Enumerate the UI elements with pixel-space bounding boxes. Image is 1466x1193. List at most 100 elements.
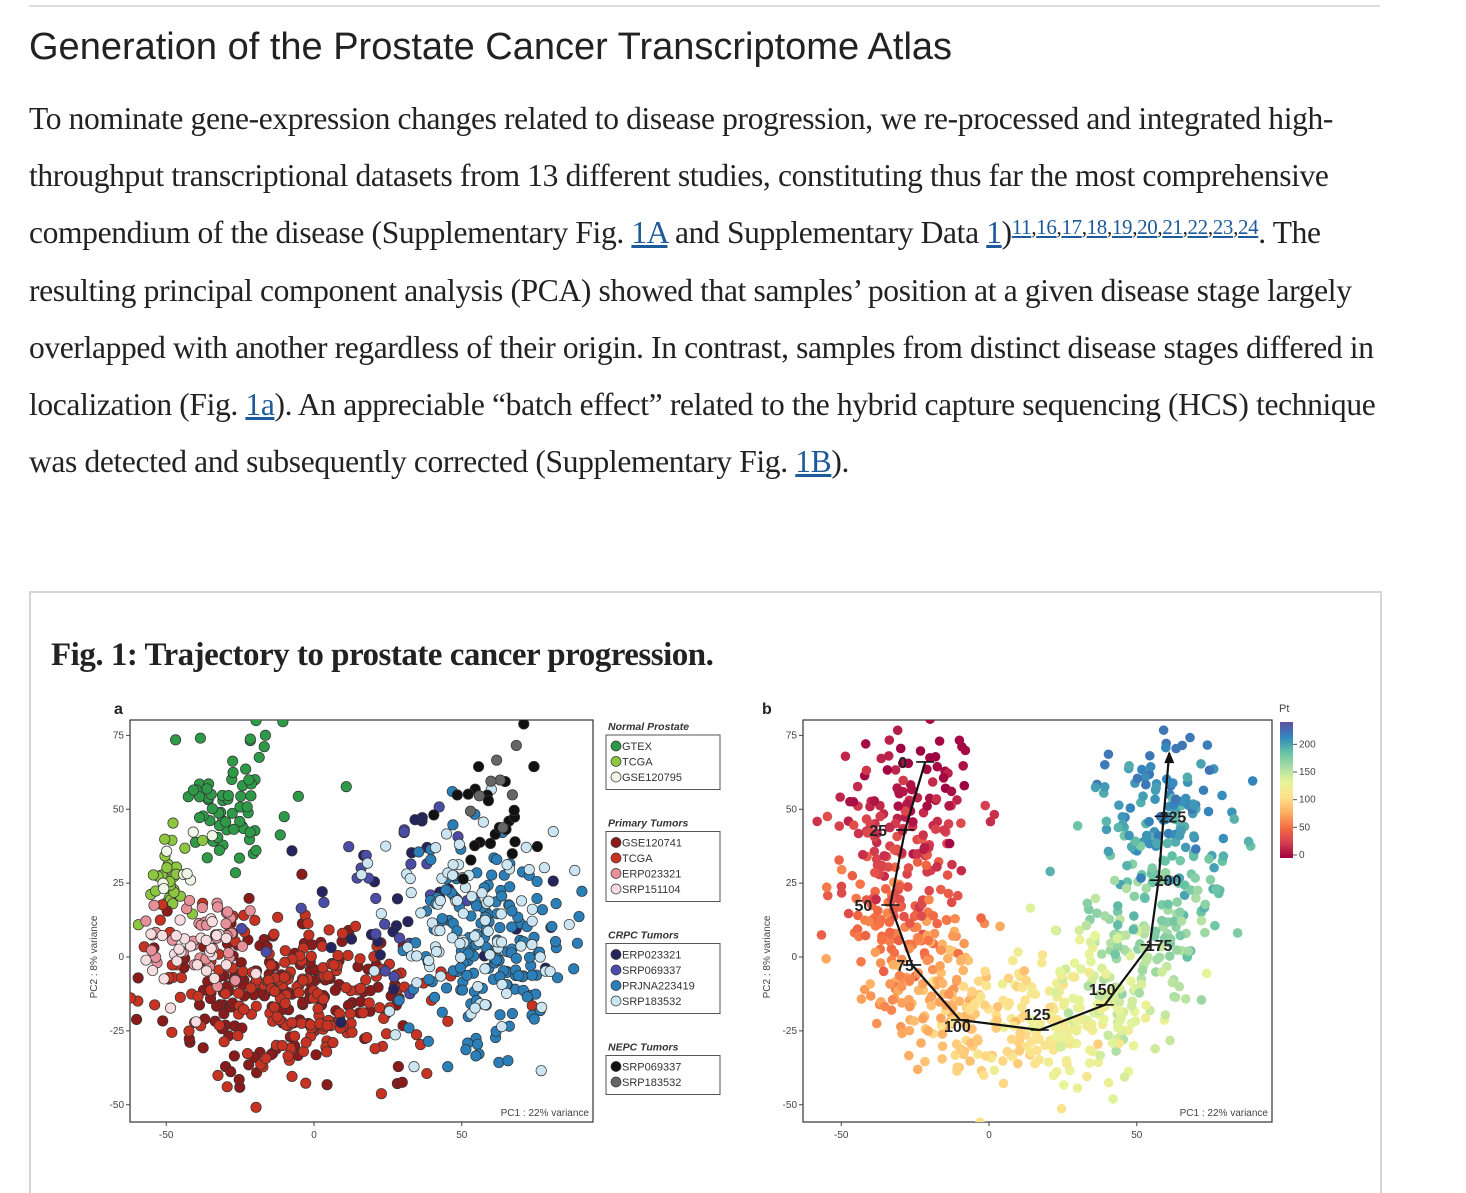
data-point	[536, 1001, 548, 1013]
data-point	[892, 725, 903, 736]
y-axis-label: PC2 : 8% variance	[89, 915, 100, 998]
data-point	[225, 1066, 237, 1078]
legend-group: CRPC Tumors ERP023321 SRP069337 PRJNA223419…	[605, 930, 721, 1014]
data-point	[187, 826, 199, 838]
data-point	[816, 930, 827, 940]
reference-link[interactable]: 19	[1111, 215, 1133, 240]
reference-link[interactable]: 17	[1061, 215, 1082, 240]
data-point	[1125, 951, 1135, 961]
reference-link[interactable]: 21	[1162, 215, 1183, 240]
data-point	[494, 1009, 506, 1021]
data-point	[821, 882, 832, 893]
data-point	[174, 991, 186, 1003]
data-point	[1132, 773, 1143, 784]
data-point	[856, 956, 866, 967]
figure-title[interactable]: Fig. 1: Trajectory to prostate cancer pr…	[51, 637, 714, 673]
data-point	[1138, 791, 1148, 802]
data-point	[379, 918, 391, 930]
data-point	[812, 816, 822, 827]
section-title: Generation of the Prostate Cancer Transc…	[29, 26, 953, 68]
data-point	[922, 801, 932, 811]
data-point	[436, 1006, 448, 1018]
data-point	[208, 972, 220, 985]
data-point	[174, 914, 186, 926]
data-point	[526, 969, 538, 981]
data-point	[200, 965, 213, 977]
data-point	[1180, 842, 1191, 853]
reference-link[interactable]: 24	[1237, 215, 1259, 240]
data-point	[1128, 924, 1139, 935]
data-point	[1082, 1020, 1092, 1031]
legend-box	[605, 831, 721, 902]
figure-image[interactable]: a -50 0 50 75 50 25 0 -25 -50 PC1 : 22% variance PC…	[0, 0, 1466, 1150]
data-point	[292, 790, 304, 802]
data-point	[923, 935, 934, 946]
data-point	[980, 966, 990, 977]
reference-link[interactable]: 23	[1212, 215, 1234, 240]
data-point	[196, 902, 208, 914]
reference-link[interactable]: 18	[1086, 215, 1108, 240]
data-point	[528, 1013, 540, 1025]
data-point	[536, 904, 549, 916]
y-tick-label: 50	[786, 804, 798, 815]
data-point	[1169, 916, 1179, 927]
supp-data-1-link[interactable]: 1	[986, 215, 1002, 251]
colorbar-tick: 50	[1299, 822, 1311, 833]
data-point	[950, 913, 960, 924]
data-point	[1013, 1058, 1023, 1069]
data-point	[295, 1125, 305, 1135]
legend-entry: GSE120741	[622, 838, 682, 850]
data-point	[1141, 779, 1151, 790]
data-point	[166, 1026, 178, 1038]
data-point	[942, 870, 953, 880]
panel-a: a -50 0 50 75 50 25 0 -25 -50 PC1 : 22% variance PC…	[89, 678, 721, 1141]
data-point	[528, 761, 540, 773]
data-point	[147, 869, 159, 881]
data-point	[1062, 1059, 1072, 1069]
data-point	[932, 862, 942, 872]
legend-marker	[610, 964, 622, 976]
data-point	[393, 994, 405, 1006]
reference-link[interactable]: 22	[1187, 215, 1209, 240]
data-point	[167, 817, 179, 829]
y-tick-label: 0	[118, 952, 124, 963]
data-point	[1121, 930, 1131, 940]
data-point	[1157, 915, 1167, 926]
y-tick-label: 50	[113, 804, 125, 815]
data-point	[973, 1036, 983, 1046]
data-point	[235, 790, 247, 802]
data-point	[1021, 975, 1032, 986]
data-point	[860, 739, 871, 749]
text: To nominate gene-expression changes rela…	[29, 101, 1334, 251]
reference-link[interactable]: 16	[1036, 215, 1057, 240]
supp-fig-1a-link[interactable]: 1A	[631, 215, 668, 251]
data-point	[232, 1030, 244, 1042]
data-point	[234, 815, 246, 827]
fig-1a-link[interactable]: 1a	[245, 387, 275, 423]
data-point	[335, 1016, 347, 1028]
x-tick-label: 0	[986, 1130, 992, 1141]
data-point	[211, 678, 221, 688]
data-point	[321, 1079, 333, 1091]
data-point	[860, 915, 870, 925]
data-point	[497, 822, 509, 834]
data-point	[934, 736, 945, 746]
data-point	[329, 984, 341, 996]
data-point	[1056, 1103, 1067, 1114]
legend-marker	[610, 883, 622, 895]
data-point	[233, 987, 245, 999]
reference-link[interactable]: 20	[1137, 215, 1158, 240]
data-point	[345, 933, 357, 945]
data-point	[302, 917, 314, 930]
data-point	[1034, 1034, 1044, 1044]
data-point	[305, 950, 317, 962]
data-point	[905, 974, 915, 985]
data-point	[956, 818, 966, 829]
legend-marker	[610, 852, 622, 864]
supp-fig-1b-link[interactable]: 1B	[795, 444, 832, 480]
data-point	[1074, 925, 1085, 936]
data-point	[989, 809, 1000, 820]
data-point	[876, 914, 886, 925]
data-point	[821, 954, 831, 964]
reference-link[interactable]: 11	[1011, 215, 1032, 240]
